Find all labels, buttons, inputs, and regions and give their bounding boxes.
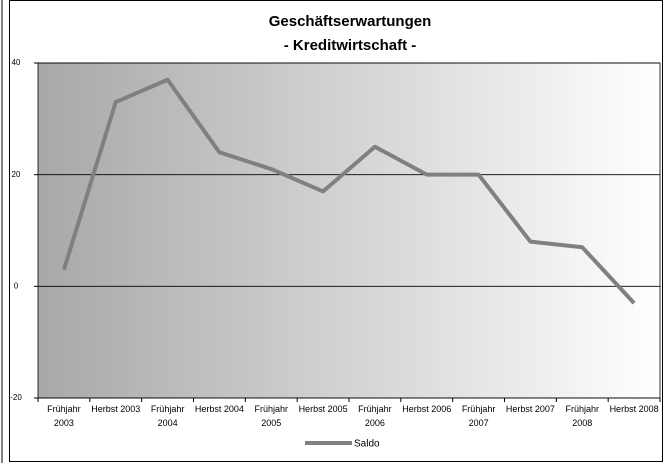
legend-label: Saldo — [354, 439, 380, 450]
x-tick-label: Herbst 2004 — [194, 404, 244, 414]
x-tick-label: Herbst 2006 — [402, 404, 452, 414]
x-tick-label: Frühjahr 2008 — [565, 404, 599, 428]
data-line — [62, 77, 636, 305]
x-tick-label: Frühjahr 2006 — [358, 404, 392, 428]
x-tick-label: Frühjahr 2004 — [150, 404, 185, 428]
x-tick-label: Herbst 2005 — [298, 404, 348, 414]
x-tick-label: Herbst 2007 — [505, 404, 555, 414]
chart-subtitle: - Kreditwirtschaft - — [284, 37, 417, 54]
x-tick-label: Frühjahr 2003 — [47, 404, 81, 428]
y-tick-label: 0 — [14, 281, 19, 290]
y-tick-label: -20 — [10, 393, 22, 402]
y-tick-label: 20 — [12, 170, 21, 179]
x-tick-label: Frühjahr 2007 — [461, 404, 496, 428]
y-tick-label: 40 — [12, 58, 21, 67]
x-tick-label: Frühjahr 2005 — [254, 404, 288, 428]
x-tick-label: Herbst 2008 — [609, 404, 659, 414]
plot-area — [37, 62, 661, 399]
chart-title: Geschäftserwartungen — [269, 13, 432, 30]
x-tick-label: Herbst 2003 — [91, 404, 141, 414]
